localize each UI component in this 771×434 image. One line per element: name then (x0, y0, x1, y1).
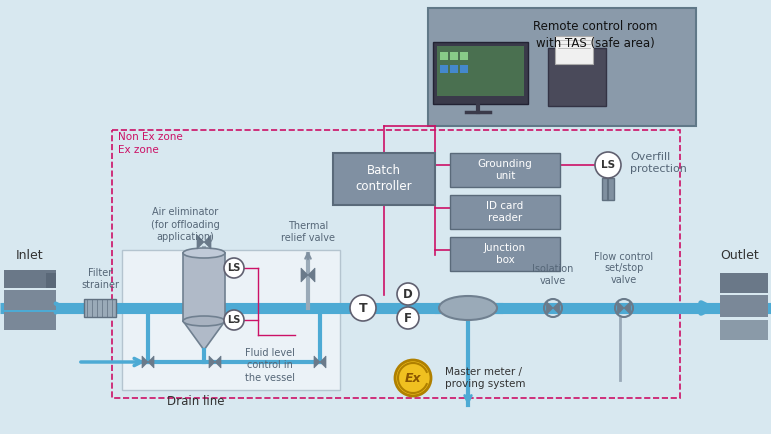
Bar (428, 8, 696, 126)
Text: ID card
reader: ID card reader (487, 201, 524, 223)
Text: Thermal
relief valve: Thermal relief valve (281, 221, 335, 243)
Text: Batch
controller: Batch controller (355, 164, 412, 194)
Text: Inlet: Inlet (16, 249, 44, 262)
Polygon shape (553, 301, 560, 315)
Bar (437, 46, 524, 96)
Text: T: T (359, 302, 367, 315)
Circle shape (224, 310, 244, 330)
Text: Junction
box: Junction box (484, 243, 526, 265)
Bar (450, 195, 560, 229)
Bar (450, 52, 458, 60)
Polygon shape (618, 301, 624, 315)
Text: LS: LS (227, 263, 241, 273)
Bar (720, 320, 768, 340)
Bar (450, 153, 560, 187)
Text: LS: LS (227, 315, 241, 325)
Bar (4, 312, 56, 330)
Ellipse shape (183, 248, 225, 258)
Polygon shape (209, 356, 215, 368)
Polygon shape (546, 301, 553, 315)
Bar (720, 273, 768, 293)
Bar (333, 153, 435, 205)
Bar (433, 42, 528, 104)
Polygon shape (215, 356, 221, 368)
Text: Non Ex zone: Non Ex zone (118, 132, 183, 142)
Text: Grounding
unit: Grounding unit (477, 159, 532, 181)
Bar (122, 250, 340, 390)
Bar (555, 36, 593, 64)
Polygon shape (183, 321, 225, 350)
Text: Ex: Ex (405, 372, 421, 385)
Polygon shape (320, 356, 326, 368)
Text: LS: LS (601, 160, 615, 170)
Circle shape (397, 307, 419, 329)
Polygon shape (314, 356, 320, 368)
Text: Drain line: Drain line (167, 395, 225, 408)
Polygon shape (148, 356, 154, 368)
Ellipse shape (439, 296, 497, 320)
Circle shape (224, 258, 244, 278)
Bar (183, 253, 225, 321)
Circle shape (595, 152, 621, 178)
Bar (720, 295, 768, 317)
Text: Flow control
set/stop
valve: Flow control set/stop valve (594, 252, 654, 285)
Text: Ex zone: Ex zone (118, 145, 159, 155)
Bar (46, 273, 56, 288)
Bar (548, 48, 606, 106)
Bar (4, 270, 56, 288)
Polygon shape (204, 235, 211, 249)
Text: Master meter /
proving system: Master meter / proving system (445, 367, 526, 389)
Polygon shape (624, 301, 631, 315)
Bar (4, 290, 56, 310)
Circle shape (397, 283, 419, 305)
Text: Isolation
valve: Isolation valve (532, 264, 574, 286)
Circle shape (395, 360, 431, 396)
Bar (460, 52, 468, 60)
Bar (440, 52, 448, 60)
Bar (112, 130, 680, 398)
Polygon shape (197, 235, 204, 249)
Bar (450, 65, 458, 73)
Bar (602, 178, 614, 200)
Text: Overfill
protection: Overfill protection (630, 152, 687, 174)
Text: Fluid level
control in
the vessel: Fluid level control in the vessel (245, 348, 295, 383)
Text: D: D (403, 287, 413, 300)
Polygon shape (301, 268, 308, 282)
Bar (84, 299, 116, 317)
Text: Air eliminator
(for offloading
application): Air eliminator (for offloading applicati… (150, 207, 220, 242)
Polygon shape (142, 356, 148, 368)
Bar (440, 65, 448, 73)
Bar (450, 237, 560, 271)
Polygon shape (308, 268, 315, 282)
Circle shape (350, 295, 376, 321)
Text: Outlet: Outlet (721, 249, 759, 262)
Text: Remote control room
with TAS (safe area): Remote control room with TAS (safe area) (533, 20, 657, 50)
Text: F: F (404, 312, 412, 325)
Bar (460, 65, 468, 73)
Text: Filter
strainer: Filter strainer (81, 268, 119, 290)
Ellipse shape (183, 316, 225, 326)
